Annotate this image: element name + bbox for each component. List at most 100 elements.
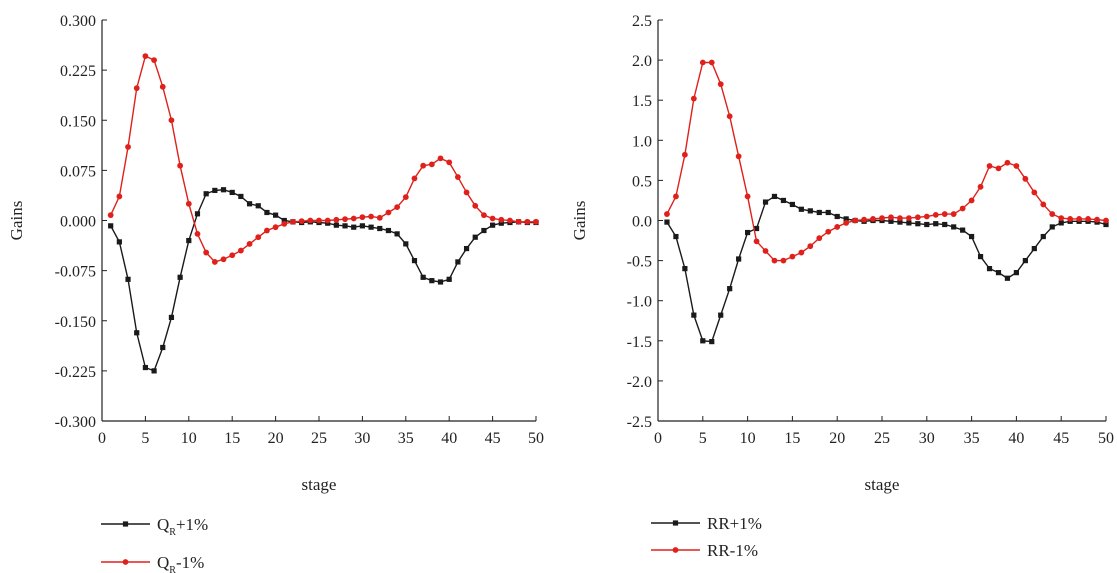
data-point (905, 215, 912, 221)
data-point (682, 266, 688, 272)
data-point (342, 223, 348, 229)
y-tick-label: 0.000 (60, 214, 96, 231)
data-point (177, 274, 183, 280)
data-point (691, 312, 697, 318)
data-point (1004, 275, 1011, 281)
data-point (454, 174, 461, 180)
data-point (1040, 233, 1046, 240)
y-tick-label: 0.5 (632, 173, 652, 190)
x-axis-title: stage (865, 475, 900, 494)
data-point (807, 243, 814, 250)
y-tick-label: -0.5 (627, 254, 652, 271)
data-point (203, 191, 209, 197)
series-line (110, 55, 536, 263)
data-point (159, 83, 166, 90)
data-point (237, 247, 244, 254)
y-tick-label: -0.150 (55, 314, 96, 331)
data-point (897, 215, 903, 221)
y-tick-label: 1.5 (632, 93, 652, 110)
data-point (1103, 217, 1109, 224)
x-tick-label: 10 (740, 430, 756, 447)
legend-marker (672, 520, 679, 526)
data-point (212, 187, 218, 194)
data-point (977, 183, 984, 190)
data-point (915, 221, 921, 227)
y-tick-label: -2.0 (627, 374, 652, 391)
data-point (498, 220, 504, 226)
data-point (852, 217, 859, 224)
data-point (429, 278, 435, 284)
series-line (110, 189, 536, 372)
series-line (666, 61, 1107, 262)
y-tick-label: -1.5 (627, 334, 652, 351)
data-point (134, 330, 140, 336)
data-point (229, 189, 235, 196)
data-point (185, 200, 192, 207)
data-point (1013, 163, 1020, 169)
data-point (420, 162, 427, 169)
data-point (402, 194, 409, 201)
data-point (951, 224, 957, 230)
data-point (116, 193, 123, 200)
x-axis-title: stage (302, 475, 337, 494)
data-point (194, 230, 201, 237)
data-point (798, 206, 804, 212)
data-point (986, 163, 993, 169)
data-point (888, 214, 894, 221)
y-tick-label: -0.075 (55, 264, 96, 281)
data-point (428, 161, 435, 168)
data-point (745, 229, 751, 236)
data-point (186, 237, 192, 244)
data-point (1013, 270, 1019, 276)
data-point (394, 231, 400, 237)
data-point (718, 312, 724, 318)
data-point (281, 220, 288, 227)
y-tick-label: -2.5 (627, 414, 652, 431)
data-point (690, 95, 697, 102)
data-point (1049, 224, 1055, 230)
data-point (969, 233, 975, 240)
data-point (968, 197, 975, 204)
data-point (298, 218, 305, 225)
data-point (1031, 245, 1037, 252)
data-point (825, 228, 832, 235)
data-point (264, 227, 270, 234)
data-point (726, 113, 733, 120)
data-point (1094, 216, 1100, 223)
data-point (843, 216, 849, 222)
data-point (377, 225, 383, 232)
data-point (211, 259, 218, 265)
data-point (151, 368, 157, 374)
data-point (273, 212, 279, 218)
data-point (699, 59, 706, 66)
x-tick-label: 15 (224, 430, 240, 447)
data-point (914, 214, 921, 221)
data-point (116, 239, 122, 245)
data-point (160, 344, 166, 351)
data-point (834, 213, 840, 220)
data-point (771, 257, 778, 264)
y-tick-label: 2.5 (632, 13, 652, 30)
data-point (1049, 211, 1056, 217)
data-point (986, 266, 993, 272)
data-point (780, 197, 787, 204)
y-tick-label: 0.150 (60, 113, 96, 130)
data-point (324, 217, 331, 224)
data-point (870, 215, 876, 222)
data-point (229, 252, 236, 259)
legend-label: RR-1% (707, 541, 758, 560)
x-tick-label: 0 (98, 430, 106, 447)
data-point (789, 201, 795, 208)
data-point (333, 216, 340, 223)
x-tick-label: 45 (1053, 430, 1069, 447)
x-tick-label: 35 (964, 430, 980, 447)
data-point (107, 212, 114, 219)
y-tick-label: 2.0 (632, 53, 652, 70)
data-point (753, 225, 760, 232)
data-point (825, 209, 831, 216)
data-point (481, 212, 487, 219)
data-point (708, 59, 715, 66)
x-tick-label: 40 (441, 430, 457, 447)
x-tick-label: 10 (181, 430, 197, 447)
